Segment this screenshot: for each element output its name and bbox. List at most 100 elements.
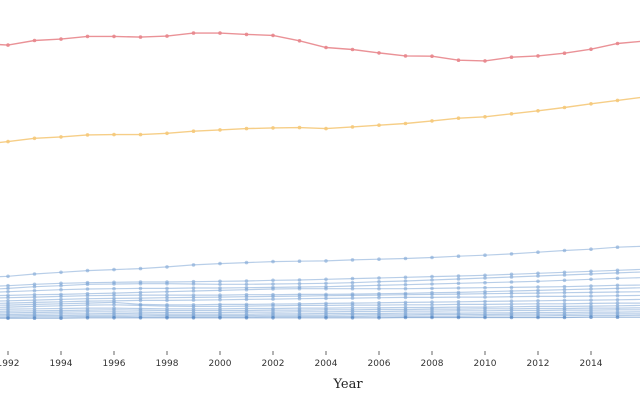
data-point[interactable]: [191, 263, 196, 267]
data-point[interactable]: [456, 302, 461, 307]
data-point[interactable]: [456, 300, 461, 304]
data-point[interactable]: [324, 277, 328, 282]
data-point[interactable]: [509, 275, 514, 279]
data-point[interactable]: [271, 294, 275, 299]
data-point[interactable]: [85, 268, 90, 273]
data-point[interactable]: [615, 293, 620, 298]
data-point[interactable]: [615, 268, 620, 273]
data-point[interactable]: [6, 283, 10, 288]
data-point[interactable]: [6, 289, 10, 294]
data-point[interactable]: [59, 316, 63, 321]
data-point[interactable]: [6, 43, 10, 47]
data-point[interactable]: [589, 287, 593, 291]
data-point[interactable]: [32, 136, 37, 141]
data-point[interactable]: [218, 298, 222, 302]
data-point[interactable]: [456, 274, 461, 278]
data-point[interactable]: [403, 279, 408, 283]
data-point[interactable]: [6, 295, 10, 300]
data-point[interactable]: [589, 294, 593, 298]
data-point[interactable]: [403, 256, 408, 261]
data-point[interactable]: [112, 267, 116, 272]
data-point[interactable]: [191, 129, 196, 133]
data-point[interactable]: [615, 245, 620, 249]
data-point[interactable]: [562, 298, 567, 303]
data-point[interactable]: [138, 316, 143, 320]
data-point[interactable]: [191, 286, 196, 290]
data-point[interactable]: [271, 287, 275, 291]
data-point[interactable]: [456, 315, 461, 320]
data-point[interactable]: [509, 272, 514, 277]
data-point[interactable]: [32, 272, 37, 276]
data-point[interactable]: [324, 296, 328, 301]
data-point[interactable]: [244, 279, 249, 283]
data-point[interactable]: [509, 280, 514, 284]
data-point[interactable]: [615, 290, 620, 294]
data-point[interactable]: [589, 47, 593, 51]
data-point[interactable]: [297, 303, 302, 308]
data-point[interactable]: [536, 302, 540, 306]
data-point[interactable]: [615, 98, 620, 103]
data-point[interactable]: [324, 126, 328, 131]
data-point[interactable]: [112, 282, 116, 286]
data-point[interactable]: [377, 123, 381, 127]
data-point[interactable]: [536, 315, 540, 320]
data-point[interactable]: [536, 271, 540, 276]
data-point[interactable]: [112, 286, 116, 291]
data-point[interactable]: [377, 51, 381, 55]
data-point[interactable]: [112, 34, 116, 39]
data-point[interactable]: [483, 302, 487, 307]
data-point[interactable]: [324, 303, 328, 308]
data-point[interactable]: [562, 51, 567, 55]
data-point[interactable]: [589, 247, 593, 251]
data-point[interactable]: [456, 116, 461, 120]
data-point[interactable]: [218, 31, 222, 35]
data-point[interactable]: [562, 278, 567, 283]
data-point[interactable]: [350, 293, 355, 298]
data-point[interactable]: [350, 276, 355, 281]
data-point[interactable]: [536, 274, 540, 278]
data-point[interactable]: [536, 288, 540, 293]
data-point[interactable]: [589, 298, 593, 302]
data-point[interactable]: [112, 132, 116, 137]
data-point[interactable]: [589, 277, 593, 282]
data-point[interactable]: [562, 270, 567, 275]
data-point[interactable]: [483, 276, 487, 280]
data-point[interactable]: [59, 287, 63, 292]
data-point[interactable]: [59, 283, 63, 288]
data-point[interactable]: [615, 276, 620, 281]
data-point[interactable]: [615, 298, 620, 302]
data-point[interactable]: [324, 259, 328, 263]
data-point[interactable]: [430, 54, 434, 58]
data-point[interactable]: [536, 294, 540, 299]
data-point[interactable]: [562, 294, 567, 299]
data-point[interactable]: [165, 295, 169, 300]
data-point[interactable]: [85, 34, 90, 39]
data-point[interactable]: [483, 315, 487, 320]
data-point[interactable]: [562, 287, 567, 292]
data-point[interactable]: [59, 270, 63, 275]
data-point[interactable]: [6, 316, 10, 321]
data-point[interactable]: [59, 135, 63, 139]
data-point[interactable]: [165, 304, 169, 308]
data-point[interactable]: [85, 287, 90, 291]
data-point[interactable]: [430, 278, 434, 282]
data-point[interactable]: [483, 295, 487, 299]
data-point[interactable]: [509, 294, 514, 299]
data-point[interactable]: [85, 293, 90, 298]
data-point[interactable]: [483, 291, 487, 296]
data-point[interactable]: [350, 125, 355, 129]
data-point[interactable]: [271, 304, 275, 308]
data-point[interactable]: [138, 303, 143, 308]
data-point[interactable]: [218, 316, 222, 320]
data-point[interactable]: [377, 279, 381, 284]
data-point[interactable]: [297, 281, 302, 286]
data-point[interactable]: [138, 35, 143, 39]
data-point[interactable]: [403, 295, 408, 300]
data-point[interactable]: [615, 315, 620, 320]
data-point[interactable]: [350, 258, 355, 262]
data-point[interactable]: [191, 295, 196, 300]
data-point[interactable]: [589, 102, 593, 106]
data-point[interactable]: [32, 284, 37, 289]
data-point[interactable]: [59, 304, 63, 308]
data-point[interactable]: [456, 286, 461, 290]
